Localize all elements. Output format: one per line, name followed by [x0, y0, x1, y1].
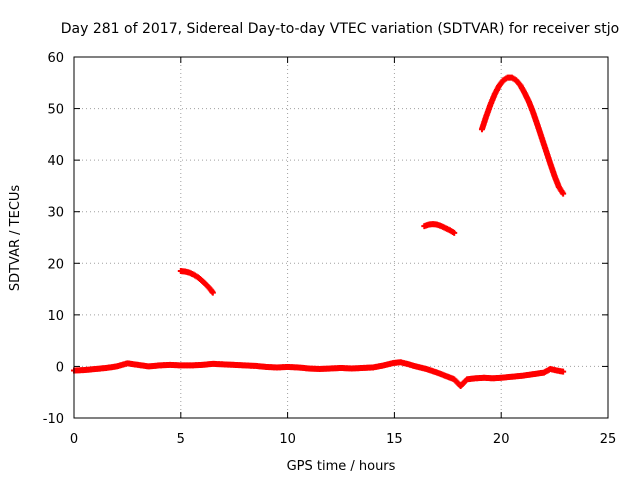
x-tick-label: 0: [70, 432, 78, 447]
y-tick-label: 20: [47, 257, 64, 272]
data-point: [451, 229, 458, 236]
data-points: [71, 74, 567, 390]
y-tick-label: -10: [43, 412, 64, 427]
x-tick-label: 10: [279, 432, 296, 447]
chart-title: Day 281 of 2017, Sidereal Day-to-day VTE…: [61, 21, 619, 37]
plot-frame: [73, 56, 609, 419]
x-axis-label: GPS time / hours: [287, 459, 396, 474]
x-tick-label: 20: [493, 432, 510, 447]
y-tick-label: 60: [47, 51, 64, 66]
y-tick-label: 30: [47, 206, 64, 221]
x-tick-label: 5: [177, 432, 185, 447]
axis-ticks: 0 5 10 15 20 25 -10 0 10 20 30 40 50 60: [43, 51, 617, 447]
y-tick-label: 10: [47, 309, 64, 324]
x-tick-label: 15: [386, 432, 403, 447]
data-point: [560, 190, 567, 197]
data-point: [209, 289, 216, 296]
y-tick-label: 40: [47, 154, 64, 169]
y-tick-label: 50: [47, 103, 64, 118]
y-axis-label: SDTVAR / TECUs: [8, 185, 23, 292]
y-tick-label: 0: [56, 360, 64, 375]
x-tick-label: 25: [600, 432, 617, 447]
data-point: [560, 368, 567, 375]
